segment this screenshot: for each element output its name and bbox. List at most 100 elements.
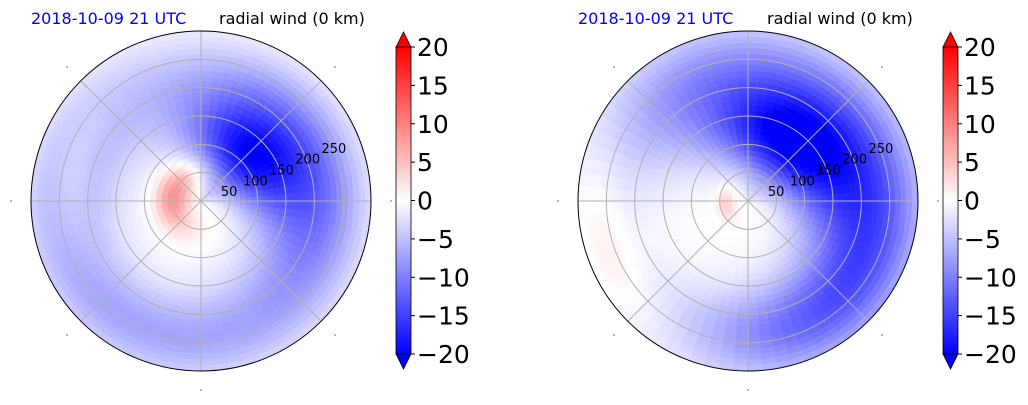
- axis-tick-dot: [881, 66, 882, 67]
- heatmap-cell: [748, 127, 754, 133]
- heatmap-cell: [736, 65, 748, 71]
- heatmap-cell: [105, 201, 111, 209]
- heatmap-cell: [748, 359, 762, 365]
- heatmap-cell: [652, 201, 658, 209]
- heatmap-cell: [883, 201, 889, 213]
- heatmap-cell: [161, 198, 167, 201]
- colorbar-tick-label: −20: [417, 340, 470, 369]
- colorbar-tick-label: −5: [417, 225, 454, 254]
- axis-tick-dot: [334, 334, 335, 335]
- heatmap-cell: [618, 190, 624, 201]
- heatmap-cell: [205, 150, 210, 156]
- heatmap-cell: [201, 127, 207, 133]
- heatmap-cell: [895, 188, 901, 201]
- heatmap-cell: [189, 331, 201, 337]
- heatmap-cell: [201, 105, 209, 111]
- heatmap-cell: [193, 291, 201, 297]
- heatmap-cell: [194, 274, 201, 280]
- heatmap-cell: [748, 99, 757, 105]
- heatmap-cell: [201, 37, 215, 43]
- heatmap-cell: [838, 201, 844, 209]
- heatmap-cell: [274, 201, 280, 208]
- heatmap-cell: [201, 257, 206, 263]
- heatmap-cell: [189, 262, 195, 268]
- heatmap-cell: [748, 71, 759, 77]
- heatmap-cell: [195, 133, 201, 139]
- heatmap-cell: [736, 336, 748, 342]
- heatmap-cell: [196, 139, 201, 145]
- heatmap-cell: [748, 76, 759, 82]
- heatmap-cell: [201, 110, 209, 116]
- heatmap-cell: [748, 291, 756, 297]
- heatmap-cell: [680, 189, 686, 195]
- heatmap-cell: [269, 201, 275, 207]
- heatmap-cell: [201, 297, 210, 303]
- heatmap-cell: [201, 269, 207, 275]
- heatmap-cell: [201, 336, 213, 342]
- heatmap-cell: [291, 193, 297, 201]
- heatmap-cell: [736, 331, 748, 337]
- heatmap-cell: [192, 93, 201, 99]
- heatmap-cell: [303, 201, 309, 210]
- heatmap-cell: [76, 201, 82, 212]
- heatmap-cell: [320, 190, 326, 201]
- heatmap-cell: [194, 122, 201, 128]
- chart-title-variable: radial wind (0 km): [767, 9, 913, 28]
- heatmap-cell: [48, 188, 54, 201]
- heatmap-cell: [748, 65, 760, 71]
- heatmap-cell: [635, 201, 641, 211]
- heatmap-cell: [708, 198, 714, 201]
- heatmap-cell: [196, 144, 201, 150]
- heatmap-cell: [139, 201, 145, 206]
- heatmap-cell: [348, 188, 354, 201]
- heatmap-cell: [748, 325, 759, 331]
- heatmap-cell: [201, 93, 210, 99]
- heatmap-cell: [263, 201, 269, 207]
- heatmap-cell: [274, 194, 280, 201]
- heatmap-cell: [623, 201, 629, 212]
- heatmap-cell: [257, 196, 263, 201]
- heatmap-cell: [674, 201, 680, 207]
- heatmap-cell: [122, 194, 128, 201]
- heatmap-cell: [37, 187, 43, 201]
- heatmap-cell: [320, 201, 326, 212]
- heatmap-cell: [325, 201, 331, 212]
- colorbar-tick-label: 20: [964, 33, 996, 62]
- heatmap-cell: [196, 257, 201, 263]
- heatmap-cell: [144, 201, 150, 206]
- heatmap-cell: [187, 353, 201, 359]
- heatmap-cell: [748, 263, 754, 269]
- heatmap-cell: [606, 201, 612, 213]
- heatmap-cell: [246, 201, 252, 205]
- heatmap-cell: [133, 195, 139, 201]
- heatmap-cell: [793, 201, 799, 205]
- heatmap-cell: [188, 48, 201, 54]
- heatmap-cell: [748, 297, 757, 303]
- colorbar-extend-min: [943, 354, 958, 369]
- heatmap-cell: [595, 201, 601, 214]
- heatmap-cell: [303, 192, 309, 201]
- heatmap-cell: [748, 42, 762, 48]
- axis-tick-dot: [66, 334, 67, 335]
- radial-tick-label: 50: [221, 185, 238, 200]
- heatmap-cell: [739, 303, 748, 309]
- heatmap-cell: [734, 359, 748, 365]
- axis-tick-dot: [66, 66, 67, 67]
- heatmap-cell: [133, 201, 139, 207]
- heatmap-cell: [189, 336, 201, 342]
- heatmap-cell: [331, 189, 337, 201]
- heatmap-cell: [691, 196, 697, 201]
- heatmap-cell: [122, 201, 128, 208]
- axis-tick-dot: [747, 389, 748, 390]
- colorbar-tick-label: 20: [417, 33, 449, 62]
- heatmap-cell: [741, 280, 748, 286]
- heatmap-cell: [201, 263, 207, 269]
- heatmap-cell: [741, 122, 748, 128]
- heatmap-cell: [850, 192, 856, 201]
- heatmap-cell: [201, 286, 209, 292]
- heatmap-cell: [691, 201, 697, 206]
- heatmap-cell: [744, 246, 748, 252]
- heatmap-cell: [252, 201, 258, 206]
- heatmap-cell: [748, 88, 758, 94]
